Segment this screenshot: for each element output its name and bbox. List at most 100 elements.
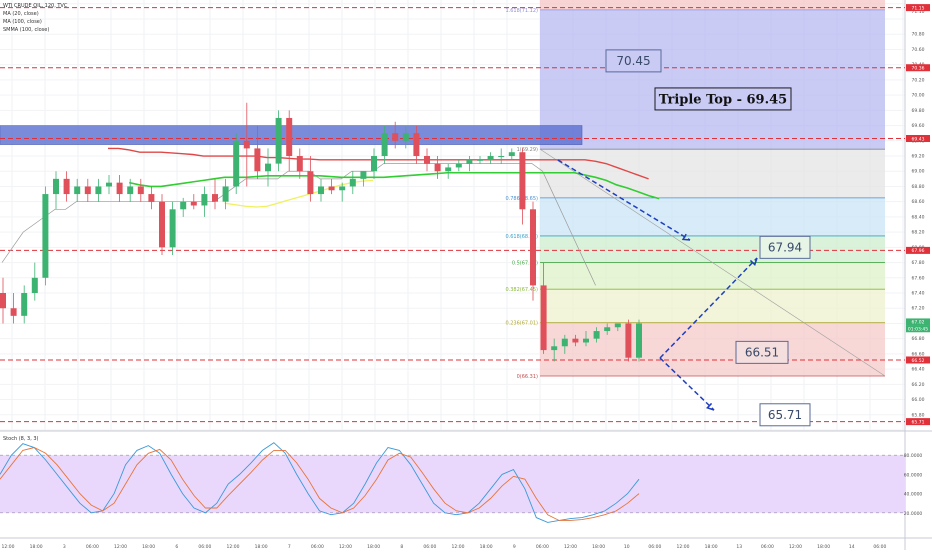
stoch-k-line (0, 442, 640, 523)
price-tick: 66.40 (912, 367, 925, 373)
time-tick: 12:00 (2, 544, 15, 550)
stoch-tick: 40.0000 (904, 492, 923, 498)
candle (625, 323, 632, 358)
candle (74, 186, 81, 195)
candle (540, 285, 547, 351)
time-tick: 18:00 (480, 544, 493, 550)
price-badge-label: 65.71 (912, 419, 925, 425)
stoch-legend: Stoch (8, 3, 3) (3, 436, 39, 442)
price-badge-label: 71.15 (912, 5, 925, 11)
candle (561, 338, 568, 347)
candle (519, 152, 526, 210)
stoch-band (0, 455, 905, 513)
candle (636, 323, 642, 358)
price-tick: 65.80 (912, 412, 925, 418)
price-badge (906, 318, 930, 326)
candle (148, 194, 155, 202)
arrow-down-to-65-71-head (705, 402, 715, 411)
time-tick: 12:00 (789, 544, 802, 550)
candle (10, 308, 17, 316)
candle (275, 117, 282, 164)
candle (212, 194, 218, 202)
arrow-down-to-67-94-head (681, 233, 691, 241)
candle (424, 156, 430, 164)
fib-level-label: 0.236(67.01) (505, 321, 538, 327)
price-badge-label: 67.96 (912, 248, 925, 254)
price-tick: 67.20 (912, 306, 925, 312)
fib-level-label: 0(66.31) (517, 374, 538, 380)
price-tick: 67.60 (912, 275, 925, 281)
arrow-down-to-67-94 (557, 159, 691, 241)
price-tick: 69.20 (912, 154, 925, 160)
stoch-tick: 20.0000 (904, 511, 923, 517)
time-tick: 7 (288, 544, 291, 550)
time-tick: 06:00 (198, 544, 211, 550)
fib-zone (540, 149, 885, 198)
time-tick: 06:00 (86, 544, 99, 550)
price-tick: 66.20 (912, 382, 925, 388)
fib-level-label: 1.618(71.12) (505, 8, 538, 14)
price-badge (906, 418, 930, 426)
annotation-label: 66.51 (745, 346, 779, 360)
candle (233, 140, 240, 187)
arrow-up-to-67-94 (659, 257, 758, 359)
price-badge (906, 246, 930, 254)
candle (434, 163, 441, 172)
annotations-layer: 70.45 Triple Top - 69.45 67.94 66.51 65.71 (557, 49, 811, 427)
fib-zone (540, 197, 885, 236)
price-badge (906, 356, 930, 364)
price-tick: 69.60 (912, 123, 925, 129)
candle (614, 323, 621, 328)
candle (159, 201, 165, 248)
price-tick: 69.80 (912, 108, 925, 114)
ma-yellow-line (224, 179, 374, 208)
price-tick: 68.60 (912, 199, 925, 205)
time-tick: 12:00 (339, 544, 352, 550)
time-tick: 06:00 (423, 544, 436, 550)
time-tick: 6 (175, 544, 178, 550)
axes-layer: 71.1070.8070.6070.4070.2070.0069.8069.60… (0, 4, 932, 550)
stoch-tick: 80.0000 (904, 453, 923, 459)
candle (487, 156, 494, 160)
price-badge-label: 66.52 (912, 358, 925, 364)
candle (402, 133, 409, 141)
price-tick: 70.00 (912, 93, 925, 99)
price-tick: 70.80 (912, 32, 925, 38)
fib-zone (540, 322, 885, 376)
fib-level-label: 0.5(67.80) (512, 261, 538, 267)
time-tick: 12:00 (452, 544, 465, 550)
candle (31, 277, 38, 294)
time-tick: 18:00 (817, 544, 830, 550)
price-tick: 67.80 (912, 260, 925, 266)
candle (349, 178, 356, 187)
candle (63, 178, 70, 195)
candle (445, 167, 452, 172)
fib-zone (540, 262, 885, 290)
candle (583, 338, 589, 343)
candle (169, 209, 176, 248)
time-tick: 06:00 (648, 544, 661, 550)
price-badge-label: 69.43 (912, 136, 925, 142)
time-tick: 06:00 (873, 544, 886, 550)
candle (360, 171, 367, 179)
price-tick: 66.60 (912, 351, 925, 357)
time-tick: 06:00 (761, 544, 774, 550)
annotation-label: 65.71 (768, 408, 802, 422)
annotation-box (735, 340, 789, 364)
candle (392, 133, 399, 141)
candle (572, 338, 579, 343)
candle (466, 159, 473, 164)
candle (286, 117, 293, 157)
candle (551, 346, 558, 351)
time-tick: 18:00 (30, 544, 43, 550)
fibonacci-layer: 1.618(71.12)0.786(68.65)0.618(68.15)0.5(… (505, 0, 886, 380)
candle (127, 186, 134, 195)
annotation-box (759, 403, 811, 427)
candle (53, 178, 59, 195)
price-tick: 68.80 (912, 184, 925, 190)
annotation-box (654, 87, 792, 111)
annotation-label: Triple Top - 69.45 (659, 93, 787, 108)
fib-level-label: 1(69.29) (517, 147, 538, 153)
